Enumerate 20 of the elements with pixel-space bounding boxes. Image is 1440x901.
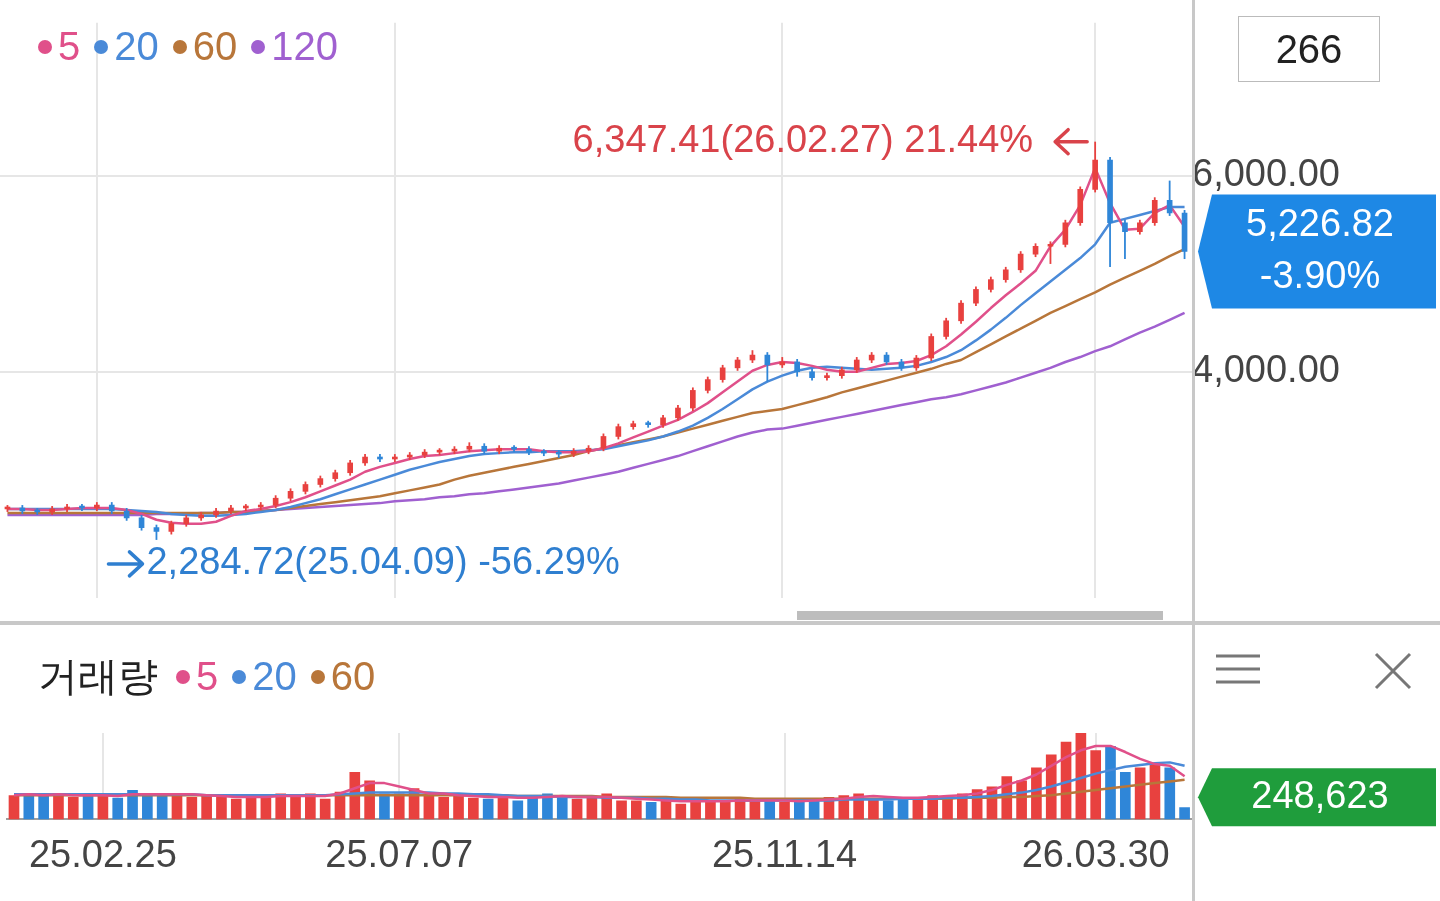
text: -3.90% xyxy=(1259,253,1381,296)
y-tick-label: 6,000.00 xyxy=(1192,152,1340,195)
annotation: 2,284.72(25.04.09) -56.29% xyxy=(146,540,620,583)
x-tick-label: 25.07.07 xyxy=(325,832,474,875)
text: 248,623 xyxy=(1251,773,1389,816)
y-tick-label: 4,000.00 xyxy=(1192,348,1340,391)
legend-title: 거래량 xyxy=(38,653,158,700)
legend-label: 60 xyxy=(330,654,376,699)
legend-label: 5 xyxy=(58,24,81,69)
legend-label: 20 xyxy=(252,654,297,699)
legend-label: 60 xyxy=(192,24,238,69)
x-tick-label: 26.03.30 xyxy=(1021,832,1170,875)
legend-label: 5 xyxy=(196,654,219,699)
text: 5,226.82 xyxy=(1246,201,1394,244)
legend-label: 20 xyxy=(114,24,159,69)
x-tick-label: 25.02.25 xyxy=(28,832,177,875)
annotation: 6,347.41(26.02.27) 21.44% xyxy=(572,118,1034,161)
legend-label: 120 xyxy=(271,24,338,69)
text: 266 xyxy=(1238,16,1380,82)
x-tick-label: 25.11.14 xyxy=(711,832,858,875)
